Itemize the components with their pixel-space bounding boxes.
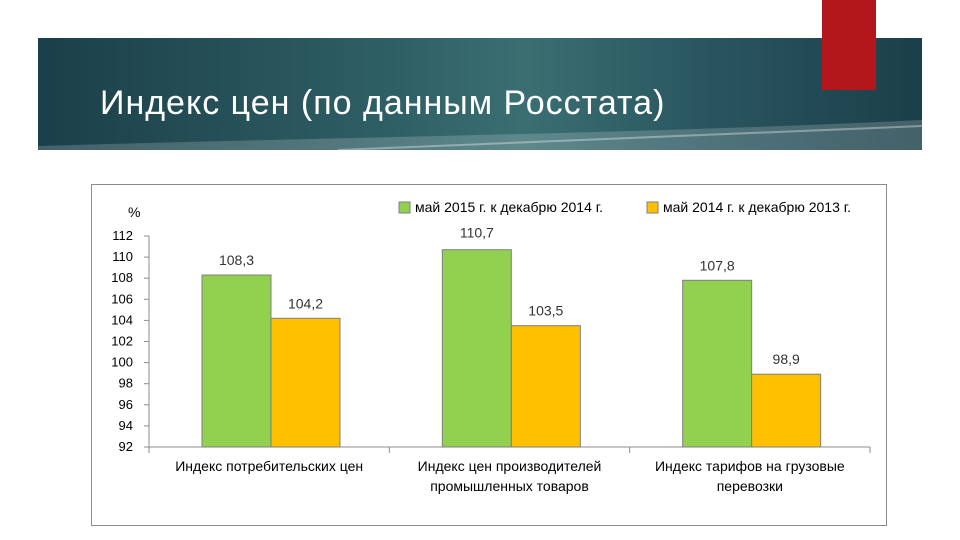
y-tick-label: 98 [119, 376, 133, 391]
y-tick-label: 112 [112, 228, 133, 243]
y-axis-label: % [128, 204, 140, 220]
data-label: 107,8 [700, 257, 735, 273]
x-tick-label: промышленных товаров [430, 478, 589, 494]
x-tick-label: Индекс цен производителей [418, 458, 602, 474]
bar [270, 317, 341, 448]
page-title: Индекс цен (по данным Росстата) [100, 84, 666, 122]
bar [201, 274, 272, 448]
x-tick-label: Индекс потребительских цен [175, 458, 363, 474]
bar [510, 325, 581, 448]
y-tick-label: 92 [119, 439, 133, 454]
data-label: 98,9 [773, 351, 800, 367]
legend-label: май 2015 г. к декабрю 2014 г. [415, 199, 603, 215]
y-tick-label: 94 [119, 418, 133, 433]
y-tick-label: 110 [112, 249, 133, 264]
x-tick-label: перевозки [717, 478, 783, 494]
data-label: 103,5 [528, 303, 563, 319]
price-index-chart: % 112 110 108 106 104 102 100 98 96 94 92 108,3 104,2… [111, 199, 871, 494]
y-tick-label: 104 [111, 312, 133, 327]
title-banner: Индекс цен (по данным Росстата) [38, 38, 922, 150]
data-label: 108,3 [219, 252, 254, 268]
legend-label: май 2014 г. к декабрю 2013 г. [663, 199, 851, 215]
banner-swoosh [38, 120, 922, 150]
y-tick-label: 96 [119, 397, 133, 412]
data-label: 110,7 [460, 225, 494, 241]
chart-frame: % 112 110 108 106 104 102 100 98 96 94 92 108,3 104,2… [91, 184, 887, 526]
legend-swatch [398, 201, 411, 214]
y-tick-label: 106 [111, 291, 133, 306]
bar [441, 249, 512, 448]
bar [751, 373, 822, 448]
accent-tab [822, 0, 876, 90]
y-tick-label: 108 [111, 270, 133, 285]
y-tick-label: 100 [111, 355, 133, 370]
x-tick-label: Индекс тарифов на грузовые [655, 458, 845, 474]
bar [682, 279, 753, 448]
data-label: 104,2 [288, 295, 323, 311]
y-tick-label: 102 [111, 334, 133, 349]
legend-swatch [646, 201, 659, 214]
